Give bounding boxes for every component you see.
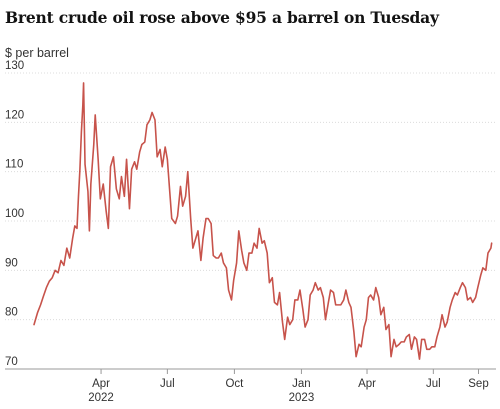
y-tick-label: 120	[5, 109, 24, 121]
y-tick-label: 70	[5, 356, 18, 368]
x-tick-label: Oct	[225, 378, 244, 390]
x-tick-label: Jul	[426, 378, 441, 390]
x-tick-label: Sep	[468, 378, 488, 390]
x-tick-label: Apr	[92, 378, 110, 390]
x-tick-label: Apr	[358, 378, 376, 390]
x-tick-label: Jan	[292, 378, 311, 390]
x-tick-year-label: 2022	[88, 392, 114, 404]
y-axis-ticks: 70 80 90 100 110 120 130	[5, 60, 24, 368]
x-axis-ticks: Apr 2022 Jul Oct Jan 2023 Apr Jul Sep	[88, 369, 489, 404]
y-tick-label: 110	[5, 159, 23, 171]
y-axis-label: $ per barrel	[5, 46, 69, 60]
x-tick-year-label: 2023	[289, 392, 315, 404]
series-layer	[33, 82, 493, 360]
y-tick-label: 90	[5, 257, 18, 269]
y-tick-label: 100	[5, 208, 24, 220]
y-tick-label: 130	[5, 60, 24, 72]
x-tick-label: Jul	[160, 378, 175, 390]
brent-price-line	[33, 82, 493, 360]
gridlines	[5, 72, 496, 370]
y-tick-label: 80	[5, 307, 18, 319]
chart-title: Brent crude oil rose above $95 a barrel …	[5, 8, 439, 27]
